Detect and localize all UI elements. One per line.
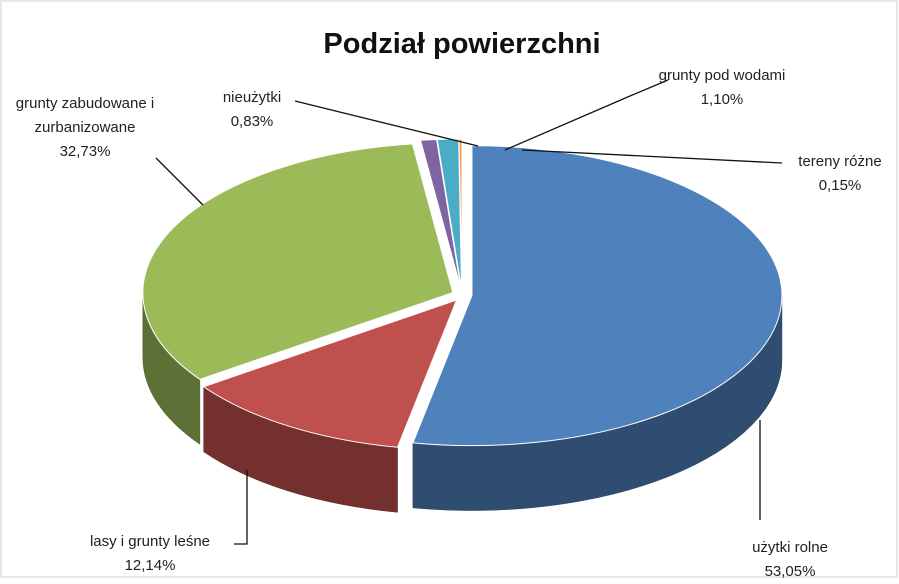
value-label: 32,73%	[59, 143, 111, 160]
slice	[142, 143, 454, 380]
slice	[458, 138, 463, 290]
slices	[142, 138, 783, 513]
leader-line	[504, 79, 669, 151]
slice	[419, 138, 462, 290]
chart-title: Podział powierzchni	[323, 28, 601, 60]
data-label: użytki rolne 53,05%	[725, 536, 855, 584]
value-label: 1,10%	[700, 91, 744, 108]
data-label: tereny różne 0,15%	[770, 150, 899, 198]
value-label: 53,05%	[764, 563, 816, 580]
category-label: tereny różne	[798, 153, 882, 170]
data-label: grunty pod wodami 1,10%	[657, 64, 787, 112]
value-label: 12,14%	[124, 557, 176, 574]
slice	[412, 145, 783, 447]
data-label: nieużytki 0,83%	[192, 86, 312, 134]
data-label: grunty zabudowane i zurbanizowane 32,73%	[10, 92, 160, 164]
category-label: nieużytki	[222, 89, 282, 106]
slice	[202, 299, 458, 448]
leader-line	[234, 470, 248, 545]
leader-line	[155, 157, 204, 206]
category-label: grunty pod wodami	[658, 67, 786, 84]
category-label: lasy i grunty leśne	[89, 533, 211, 550]
category-label: użytki rolne	[752, 539, 828, 556]
value-label: 0,83%	[230, 113, 274, 130]
leader-line	[521, 149, 783, 164]
data-label: lasy i grunty leśne 12,14%	[60, 530, 240, 578]
category-label: grunty zabudowane i zurbanizowane	[15, 95, 155, 136]
value-label: 0,15%	[818, 177, 862, 194]
leader-lines	[155, 79, 783, 545]
leader-line	[294, 100, 479, 147]
